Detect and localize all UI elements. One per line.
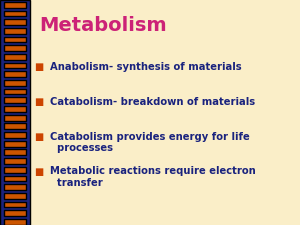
FancyBboxPatch shape — [4, 71, 26, 77]
Text: ■: ■ — [34, 97, 44, 107]
FancyBboxPatch shape — [4, 63, 26, 68]
Text: Catabolism- breakdown of materials: Catabolism- breakdown of materials — [50, 97, 255, 107]
FancyBboxPatch shape — [4, 45, 26, 51]
FancyBboxPatch shape — [4, 11, 26, 16]
Text: ■: ■ — [34, 166, 44, 176]
FancyBboxPatch shape — [4, 149, 26, 155]
FancyBboxPatch shape — [4, 158, 26, 164]
FancyBboxPatch shape — [4, 184, 26, 190]
FancyBboxPatch shape — [4, 167, 26, 173]
Text: Catabolism provides energy for life
  processes: Catabolism provides energy for life proc… — [50, 132, 249, 153]
FancyBboxPatch shape — [4, 80, 26, 86]
FancyBboxPatch shape — [4, 89, 26, 94]
FancyBboxPatch shape — [4, 193, 26, 199]
FancyBboxPatch shape — [4, 37, 26, 42]
FancyBboxPatch shape — [0, 0, 30, 225]
FancyBboxPatch shape — [4, 132, 26, 138]
FancyBboxPatch shape — [4, 124, 26, 129]
FancyBboxPatch shape — [4, 115, 26, 121]
Text: Metabolism: Metabolism — [39, 16, 166, 35]
FancyBboxPatch shape — [4, 210, 26, 216]
FancyBboxPatch shape — [4, 219, 26, 225]
Text: Metabolic reactions require electron
  transfer: Metabolic reactions require electron tra… — [50, 166, 255, 188]
Text: ■: ■ — [34, 62, 44, 72]
FancyBboxPatch shape — [4, 176, 26, 181]
Text: ■: ■ — [34, 132, 44, 142]
FancyBboxPatch shape — [4, 28, 26, 34]
FancyBboxPatch shape — [4, 106, 26, 112]
FancyBboxPatch shape — [4, 97, 26, 103]
FancyBboxPatch shape — [4, 54, 26, 60]
FancyBboxPatch shape — [4, 19, 26, 25]
Text: Anabolism- synthesis of materials: Anabolism- synthesis of materials — [50, 62, 241, 72]
FancyBboxPatch shape — [4, 2, 26, 8]
FancyBboxPatch shape — [4, 202, 26, 207]
FancyBboxPatch shape — [4, 141, 26, 146]
